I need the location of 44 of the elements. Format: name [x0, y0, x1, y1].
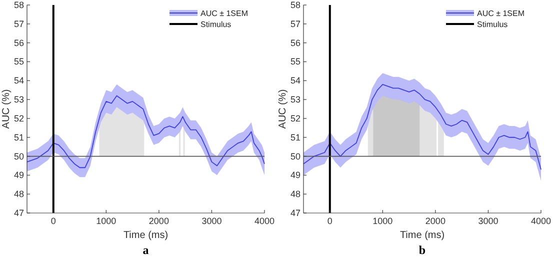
- text: a: [142, 243, 149, 257]
- y-tick-label: 56: [290, 38, 300, 48]
- y-tick-label: 53: [290, 94, 300, 105]
- y-tick-label: 53: [14, 94, 24, 105]
- x-tick-label: 1000: [372, 216, 393, 226]
- ref-line-label: Stimulus: [477, 20, 508, 29]
- x-tick-label: 0: [50, 216, 56, 226]
- text: b: [418, 243, 426, 257]
- y-tick-label: 48: [14, 189, 24, 200]
- y-tick-label: 49: [290, 170, 300, 180]
- y-tick-label: 47: [290, 208, 300, 218]
- x-tick-label: 1000: [96, 216, 116, 226]
- legend-label: AUC ± 1SEM: [200, 9, 248, 18]
- y-tick-label: 58: [290, 0, 300, 10]
- x-tick-label: 3000: [478, 216, 498, 226]
- y-tick-label: 47: [14, 208, 24, 218]
- x-axis-title: Time (ms): [123, 230, 168, 241]
- x-tick-label: 4000: [530, 216, 552, 226]
- y-tick-label: 52: [14, 113, 24, 124]
- y-tick-label: 52: [290, 113, 300, 124]
- y-tick-label: 56: [14, 38, 24, 48]
- x-tick-label: 0: [327, 216, 332, 226]
- legend-label: AUC ± 1SEM: [477, 9, 525, 18]
- y-tick-label: 51: [290, 132, 300, 142]
- y-tick-label: 57: [290, 18, 300, 29]
- y-tick-label: 50: [14, 151, 24, 162]
- ref-line-label: Stimulus: [200, 20, 232, 29]
- y-tick-label: 49: [14, 170, 24, 180]
- y-tick-label: 50: [290, 151, 300, 162]
- x-tick-label: 3000: [202, 216, 222, 226]
- y-axis-title: AUC (%): [278, 89, 288, 129]
- y-tick-label: 51: [14, 132, 24, 142]
- y-axis-title: AUC (%): [1, 89, 12, 129]
- y-tick-label: 54: [290, 76, 300, 86]
- y-tick-label: 54: [14, 76, 24, 86]
- x-axis-title: Time (ms): [400, 230, 445, 241]
- x-tick-label: 4000: [254, 216, 275, 226]
- y-tick-label: 57: [14, 18, 24, 29]
- x-tick-label: 2000: [425, 216, 446, 226]
- x-tick-label: 2000: [148, 216, 169, 226]
- y-tick-label: 55: [290, 56, 300, 67]
- y-tick-label: 55: [14, 56, 24, 67]
- y-tick-label: 58: [14, 0, 24, 10]
- y-tick-label: 48: [290, 189, 300, 200]
